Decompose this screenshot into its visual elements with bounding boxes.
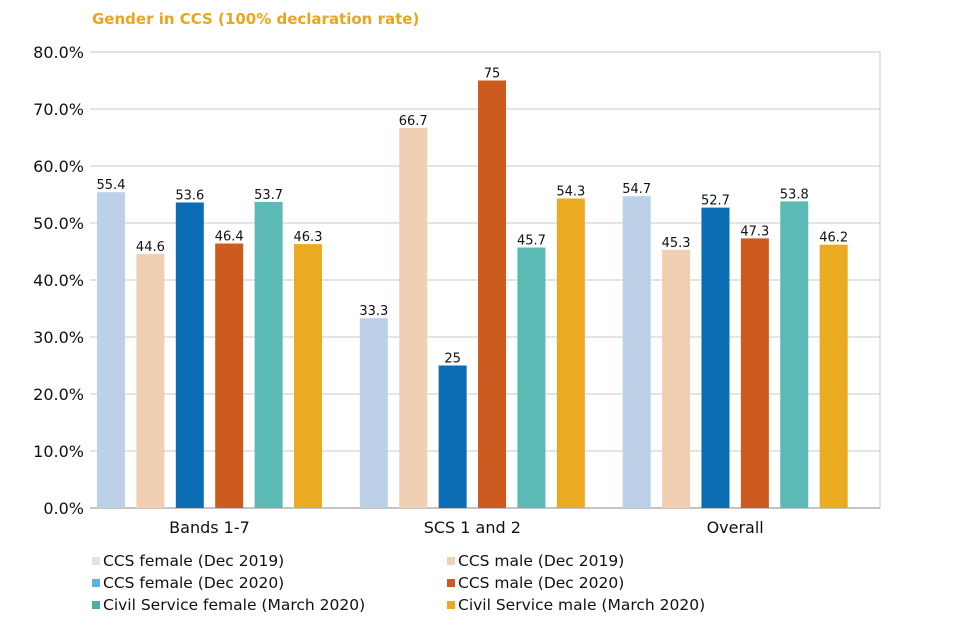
data-label: 45.3: [662, 236, 691, 251]
chart-title: Gender in CCS (100% declaration rate): [92, 10, 420, 28]
bar: [97, 192, 125, 508]
data-label: 25: [444, 352, 461, 367]
legend-label: Civil Service male (March 2020): [458, 595, 706, 614]
x-tick-label: Bands 1-7: [169, 518, 250, 537]
bar: [556, 198, 585, 509]
legend-item: CCS male (Dec 2020): [447, 573, 787, 592]
bar: [254, 201, 283, 508]
bar: [399, 127, 428, 508]
legend: CCS female (Dec 2019) CCS male (Dec 2019)…: [92, 551, 787, 614]
bar: [175, 202, 204, 509]
legend-swatch: [447, 578, 455, 587]
y-tick-label: 60.0%: [33, 157, 84, 176]
legend-label: CCS male (Dec 2019): [458, 551, 625, 570]
bar: [517, 247, 546, 508]
x-tick-label: SCS 1 and 2: [424, 518, 521, 537]
bar: [740, 238, 769, 508]
legend-label: CCS female (Dec 2019): [103, 551, 285, 570]
data-label: 55.4: [97, 178, 126, 193]
legend-item: Civil Service male (March 2020): [447, 595, 787, 614]
y-tick-label: 20.0%: [33, 385, 84, 404]
bar: [136, 253, 165, 508]
data-label: 53.8: [780, 187, 809, 202]
bar: [215, 243, 244, 508]
bar: [438, 365, 467, 508]
bar: [780, 201, 809, 508]
y-tick-label: 0.0%: [43, 499, 84, 518]
legend-label: Civil Service female (March 2020): [103, 595, 366, 614]
y-tick-label: 40.0%: [33, 271, 84, 290]
y-tick-label: 10.0%: [33, 442, 84, 461]
bar: [701, 207, 730, 509]
x-tick-label: Overall: [707, 518, 764, 537]
bar: [622, 196, 651, 508]
y-tick-label: 50.0%: [33, 214, 84, 233]
bar: [819, 244, 848, 508]
legend-item: CCS female (Dec 2020): [92, 573, 447, 592]
data-label: 44.6: [136, 240, 165, 255]
bar: [359, 318, 388, 508]
data-label: 53.7: [254, 188, 283, 203]
data-label: 53.6: [175, 188, 204, 203]
legend-label: CCS female (Dec 2020): [103, 573, 285, 592]
legend-swatch: [92, 578, 100, 587]
data-label: 45.7: [517, 234, 546, 249]
legend-swatch: [447, 556, 455, 565]
legend-item: CCS male (Dec 2019): [447, 551, 787, 570]
legend-item: Civil Service female (March 2020): [92, 595, 447, 614]
data-label: 33.3: [359, 304, 388, 319]
legend-swatch: [447, 600, 455, 609]
y-tick-label: 80.0%: [33, 43, 84, 62]
data-label: 54.3: [556, 184, 585, 199]
legend-label: CCS male (Dec 2020): [458, 573, 625, 592]
legend-item: CCS female (Dec 2019): [92, 551, 447, 570]
data-label: 75: [484, 67, 501, 82]
data-label: 47.3: [740, 224, 769, 239]
y-tick-label: 30.0%: [33, 328, 84, 347]
data-label: 54.7: [622, 182, 651, 197]
data-label: 46.2: [819, 231, 848, 246]
bar: [662, 249, 691, 509]
legend-swatch: [92, 600, 100, 609]
y-tick-label: 70.0%: [33, 100, 84, 119]
data-label: 46.4: [215, 230, 244, 245]
data-label: 66.7: [399, 114, 428, 129]
bar: [294, 244, 322, 508]
data-label: 52.7: [701, 194, 730, 209]
legend-swatch: [92, 556, 100, 565]
bar: [478, 80, 507, 508]
data-label: 46.3: [294, 230, 323, 245]
